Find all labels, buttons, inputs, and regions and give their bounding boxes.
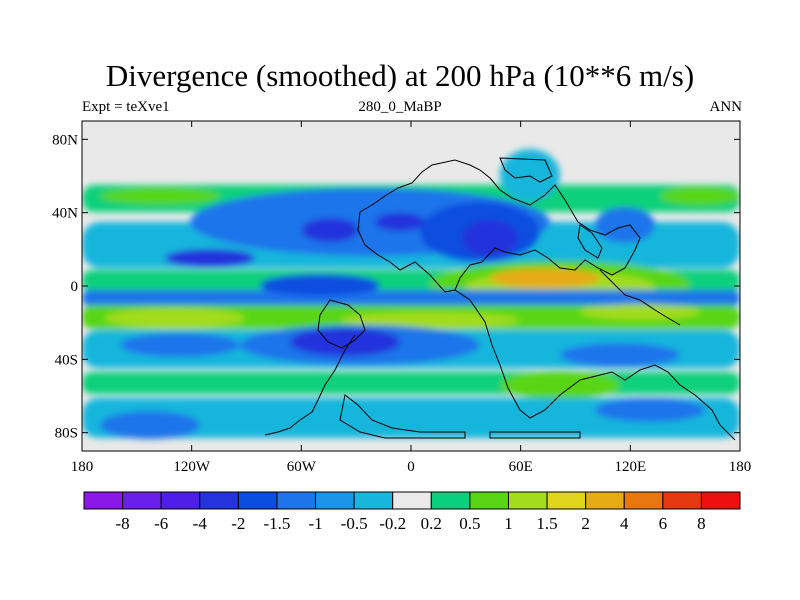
colorbar-swatch bbox=[160, 491, 201, 510]
polar-coast-outline bbox=[339, 394, 466, 439]
colorbar: -8 -6 -4 -2 -1.5 -1 -0.5 -0.2 0.2 0.5 1 1.5 2 4 6 8 bbox=[83, 491, 741, 533]
x-tick-label: 60W bbox=[287, 459, 317, 475]
colorbar-swatch bbox=[507, 491, 548, 510]
field-patch bbox=[595, 398, 705, 422]
colorbar-swatch bbox=[122, 491, 162, 510]
x-tick-label: 0 bbox=[407, 459, 415, 475]
axes: 180 120W 60W 0 60E 120E 180 80N 40N 0 40S 80S bbox=[52, 121, 751, 475]
colorbar-label: 0.5 bbox=[459, 514, 480, 533]
field-patch bbox=[560, 343, 680, 367]
colorbar-swatch bbox=[700, 491, 741, 510]
field-patch bbox=[82, 398, 740, 438]
field-patch bbox=[340, 312, 520, 328]
y-tick-label: 80N bbox=[52, 132, 78, 148]
field-patch bbox=[375, 213, 425, 231]
field-patch bbox=[100, 188, 220, 204]
colorbar-label: -0.5 bbox=[341, 514, 368, 533]
run-label: 280_0_MaBP bbox=[358, 99, 442, 115]
x-tick-label: 120E bbox=[614, 459, 646, 475]
y-tick-label: 40N bbox=[52, 206, 78, 222]
northern-block-outline bbox=[499, 157, 553, 183]
field-patch bbox=[120, 333, 240, 357]
colorbar-swatch bbox=[585, 491, 625, 510]
colorbar-label: 6 bbox=[659, 514, 668, 533]
colorbar-swatch bbox=[199, 491, 239, 510]
island-chain-outline bbox=[599, 269, 681, 326]
field-patch bbox=[490, 268, 600, 288]
field-patch bbox=[500, 149, 560, 201]
field-patch bbox=[302, 218, 358, 242]
colorbar-label: 1.5 bbox=[536, 514, 557, 533]
colorbar-swatch bbox=[662, 491, 702, 510]
x-tick-label: 180 bbox=[71, 459, 94, 475]
colorbar-label: 0.2 bbox=[421, 514, 442, 533]
colorbar-label: -2 bbox=[231, 514, 245, 533]
colorbar-swatch bbox=[83, 491, 124, 510]
eurasia-africa-outline bbox=[357, 159, 641, 293]
experiment-label: Expt = teXve1 bbox=[82, 99, 170, 115]
y-tick-label: 80S bbox=[55, 426, 78, 442]
colorbar-swatch bbox=[469, 491, 509, 510]
colorbar-swatch bbox=[392, 491, 432, 510]
colorbar-label: -6 bbox=[154, 514, 168, 533]
colorbar-label: 8 bbox=[697, 514, 706, 533]
field-patch bbox=[82, 372, 740, 394]
colorbar-label: -1 bbox=[308, 514, 322, 533]
colorbar-label: 1 bbox=[504, 514, 513, 533]
x-tick-label: 180 bbox=[729, 459, 752, 475]
colorbar-swatch bbox=[315, 491, 355, 510]
x-tick-label: 60E bbox=[509, 459, 533, 475]
colorbar-label: -0.2 bbox=[379, 514, 406, 533]
colorbar-label: -4 bbox=[193, 514, 208, 533]
south-america-outline bbox=[264, 334, 356, 436]
y-tick-label: 0 bbox=[71, 279, 79, 295]
colorbar-swatch bbox=[276, 491, 317, 510]
x-tick-label: 120W bbox=[173, 459, 211, 475]
season-label: ANN bbox=[709, 99, 743, 115]
field-patch bbox=[595, 207, 655, 243]
field-patch bbox=[462, 220, 518, 256]
colorbar-swatch bbox=[623, 491, 664, 510]
peninsula-outline bbox=[577, 224, 603, 259]
field-patch bbox=[165, 249, 255, 267]
colorbar-label: -8 bbox=[116, 514, 130, 533]
chart-title: Divergence (smoothed) at 200 hPa (10**6 … bbox=[105, 58, 695, 93]
colorbar-swatch bbox=[430, 491, 471, 510]
field-patch bbox=[100, 411, 200, 439]
field-patch bbox=[580, 304, 700, 320]
colorbar-label: -1.5 bbox=[263, 514, 290, 533]
polar-fragment-outline bbox=[489, 431, 581, 439]
colorbar-label: 4 bbox=[620, 514, 629, 533]
field-patch bbox=[82, 290, 740, 306]
southern-continent-outline bbox=[454, 289, 736, 441]
continent-outlines bbox=[264, 157, 736, 441]
field-patch bbox=[260, 274, 380, 296]
field-patch bbox=[290, 328, 400, 356]
field-patch bbox=[105, 308, 245, 328]
field-patch bbox=[660, 187, 740, 205]
colorbar-swatch bbox=[546, 491, 587, 510]
colorbar-label: 2 bbox=[581, 514, 590, 533]
colorbar-swatch bbox=[237, 491, 278, 510]
southern-block-outline bbox=[317, 299, 366, 349]
y-tick-label: 40S bbox=[55, 352, 78, 368]
colorbar-swatch bbox=[353, 491, 394, 510]
